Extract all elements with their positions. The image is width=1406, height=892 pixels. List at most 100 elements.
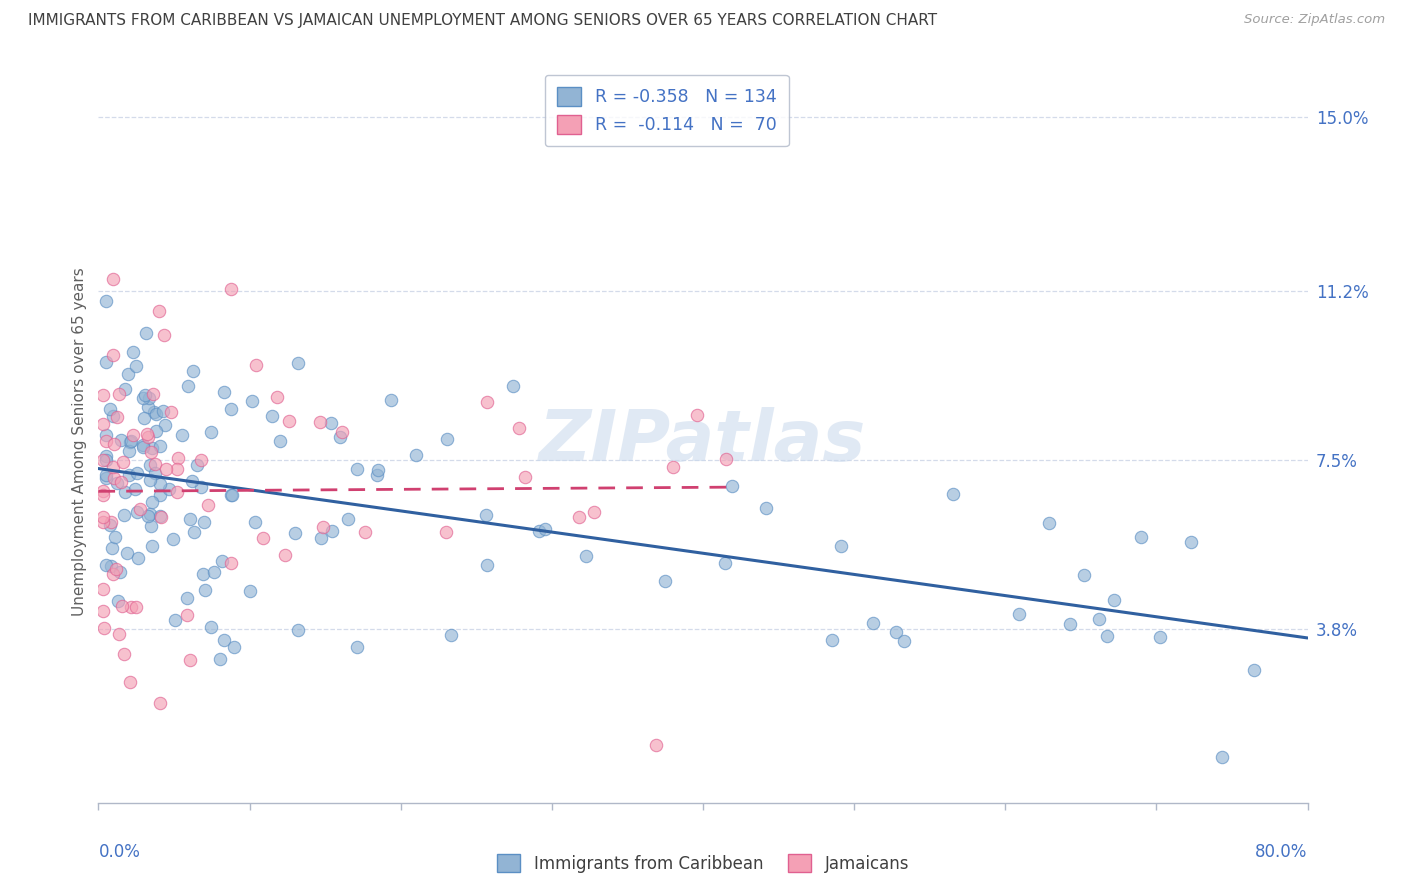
Point bbox=[193, 567, 215, 582]
Point bbox=[120, 675, 142, 690]
Point bbox=[129, 501, 152, 516]
Point bbox=[149, 439, 172, 453]
Point bbox=[125, 600, 148, 615]
Point bbox=[197, 499, 219, 513]
Point bbox=[100, 515, 122, 529]
Point bbox=[155, 462, 177, 476]
Point bbox=[830, 540, 852, 554]
Point bbox=[132, 410, 155, 425]
Point bbox=[98, 517, 121, 532]
Point bbox=[110, 434, 132, 448]
Point bbox=[152, 404, 174, 418]
Point bbox=[179, 512, 201, 526]
Point bbox=[127, 550, 149, 565]
Point bbox=[107, 593, 129, 607]
Point bbox=[222, 640, 245, 655]
Point bbox=[755, 500, 778, 515]
Point bbox=[91, 484, 114, 499]
Point bbox=[143, 466, 166, 480]
Point bbox=[1038, 516, 1060, 531]
Text: IMMIGRANTS FROM CARIBBEAN VS JAMAICAN UNEMPLOYMENT AMONG SENIORS OVER 65 YEARS C: IMMIGRANTS FROM CARIBBEAN VS JAMAICAN UN… bbox=[28, 13, 938, 29]
Point bbox=[346, 462, 368, 476]
Point bbox=[893, 633, 915, 648]
Point bbox=[112, 647, 135, 661]
Point bbox=[367, 463, 389, 477]
Point bbox=[219, 282, 242, 296]
Point bbox=[139, 458, 162, 473]
Point bbox=[661, 459, 683, 474]
Point bbox=[180, 474, 202, 488]
Point bbox=[124, 482, 146, 496]
Point bbox=[135, 326, 157, 340]
Point bbox=[287, 355, 309, 369]
Point bbox=[190, 480, 212, 494]
Point bbox=[214, 633, 236, 648]
Point bbox=[886, 624, 908, 639]
Point bbox=[118, 468, 141, 483]
Text: 80.0%: 80.0% bbox=[1256, 843, 1308, 861]
Point bbox=[1073, 568, 1095, 582]
Point bbox=[104, 562, 127, 576]
Point bbox=[91, 604, 114, 618]
Point bbox=[134, 388, 156, 402]
Point bbox=[91, 453, 114, 467]
Point bbox=[149, 508, 172, 523]
Point bbox=[101, 566, 124, 581]
Point bbox=[1211, 750, 1233, 764]
Point bbox=[274, 549, 297, 563]
Point bbox=[149, 477, 172, 491]
Point bbox=[108, 566, 131, 580]
Point bbox=[336, 511, 359, 525]
Point bbox=[149, 488, 172, 502]
Point bbox=[200, 620, 222, 634]
Point bbox=[1095, 629, 1118, 643]
Point bbox=[1243, 663, 1265, 677]
Point bbox=[1088, 612, 1111, 626]
Point bbox=[136, 508, 159, 523]
Point bbox=[167, 450, 190, 465]
Point bbox=[139, 445, 162, 459]
Point bbox=[194, 582, 217, 597]
Point bbox=[142, 387, 165, 401]
Point bbox=[153, 328, 176, 343]
Point bbox=[575, 549, 598, 564]
Legend: R = -0.358   N = 134, R =  -0.114   N =  70: R = -0.358 N = 134, R = -0.114 N = 70 bbox=[544, 75, 789, 146]
Point bbox=[145, 424, 167, 438]
Point bbox=[115, 546, 138, 560]
Point bbox=[346, 640, 368, 654]
Point bbox=[240, 394, 263, 409]
Point bbox=[100, 559, 122, 574]
Point bbox=[193, 515, 215, 529]
Point bbox=[118, 444, 141, 458]
Point bbox=[162, 533, 184, 547]
Point bbox=[475, 558, 498, 572]
Point bbox=[366, 468, 388, 483]
Point bbox=[94, 355, 117, 369]
Point bbox=[153, 417, 176, 432]
Point bbox=[100, 541, 122, 555]
Point bbox=[96, 434, 118, 448]
Point bbox=[1130, 530, 1153, 544]
Point bbox=[136, 427, 159, 442]
Point bbox=[1149, 631, 1171, 645]
Point bbox=[527, 524, 550, 539]
Point bbox=[138, 400, 160, 414]
Point bbox=[103, 436, 125, 450]
Point bbox=[120, 599, 142, 614]
Point bbox=[686, 409, 709, 423]
Y-axis label: Unemployment Among Seniors over 65 years: Unemployment Among Seniors over 65 years bbox=[72, 268, 87, 615]
Point bbox=[94, 467, 117, 482]
Point bbox=[321, 524, 343, 539]
Point bbox=[105, 409, 128, 424]
Point bbox=[122, 428, 145, 442]
Point bbox=[287, 624, 309, 638]
Point bbox=[714, 556, 737, 570]
Point bbox=[91, 510, 114, 524]
Point bbox=[139, 519, 162, 533]
Point bbox=[508, 421, 530, 435]
Point bbox=[284, 525, 307, 540]
Point bbox=[166, 461, 188, 475]
Point bbox=[239, 584, 262, 599]
Point bbox=[149, 696, 172, 710]
Point bbox=[582, 505, 605, 519]
